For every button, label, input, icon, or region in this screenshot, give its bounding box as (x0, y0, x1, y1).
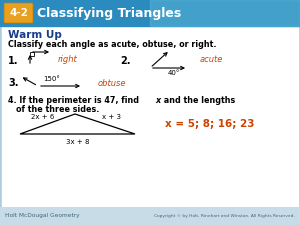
Text: Classify each angle as acute, obtuse, or right.: Classify each angle as acute, obtuse, or… (8, 40, 217, 49)
FancyBboxPatch shape (4, 3, 33, 23)
Text: Copyright © by Holt, Rinehart and Winston. All Rights Reserved.: Copyright © by Holt, Rinehart and Winsto… (154, 214, 295, 218)
Text: of the three sides.: of the three sides. (16, 105, 99, 114)
Text: 4-2: 4-2 (9, 8, 28, 18)
Text: Holt McDougal Geometry: Holt McDougal Geometry (5, 214, 80, 218)
Text: 2x + 6: 2x + 6 (31, 114, 54, 120)
Text: Classifying Triangles: Classifying Triangles (37, 7, 181, 20)
Text: right: right (58, 54, 78, 63)
Text: 1.: 1. (8, 56, 19, 66)
Text: x: x (155, 96, 160, 105)
Text: 3.: 3. (8, 78, 19, 88)
Text: 40°: 40° (168, 70, 180, 76)
Text: 2.: 2. (120, 56, 130, 66)
Text: 3x + 8: 3x + 8 (66, 139, 89, 145)
Bar (30, 52, 34, 56)
Text: 150°: 150° (43, 76, 60, 82)
Text: x + 3: x + 3 (101, 114, 121, 120)
Text: Warm Up: Warm Up (8, 30, 62, 40)
Bar (0, 207, 300, 225)
Text: and the lengths: and the lengths (161, 96, 235, 105)
Text: acute: acute (200, 56, 224, 65)
Text: x = 5; 8; 16; 23: x = 5; 8; 16; 23 (165, 119, 254, 129)
Text: 4. If the perimeter is 47, find: 4. If the perimeter is 47, find (8, 96, 142, 105)
Bar (150, 0, 300, 26)
Bar (1, 26, 299, 207)
Bar (0, 0, 300, 26)
Text: obtuse: obtuse (98, 79, 127, 88)
